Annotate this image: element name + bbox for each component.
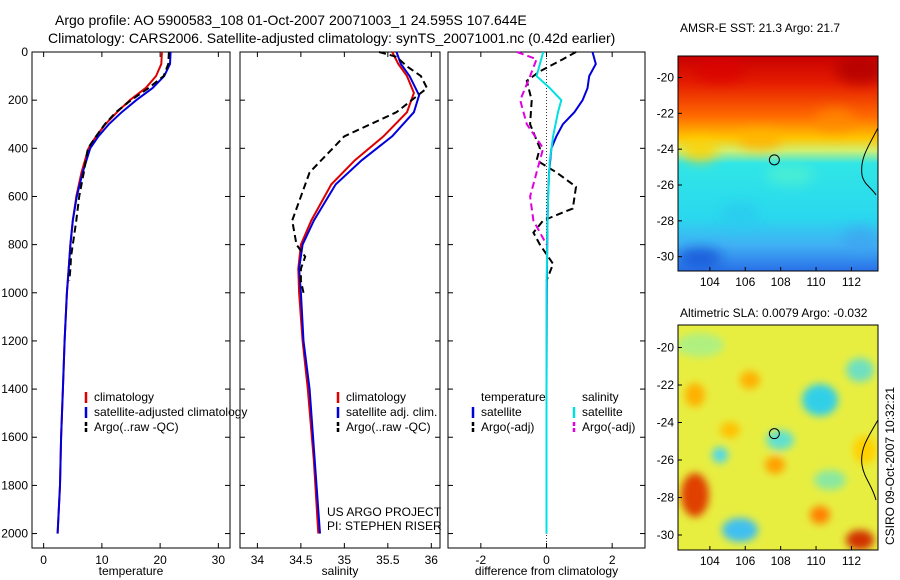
map-y-tick-label: -22	[657, 106, 675, 120]
sst-map-title: AMSR-E SST: 21.3 Argo: 21.7	[680, 21, 840, 35]
x-tick-label: 10	[95, 553, 109, 567]
y-tick-label: 800	[8, 238, 28, 252]
y-tick-label: 2000	[1, 527, 28, 541]
map-x-tick-label: 112	[842, 275, 861, 289]
series-line-temperature-satellite	[545, 51, 597, 534]
x-tick-label: 34.5	[289, 553, 313, 567]
map-y-tick-label: -26	[657, 453, 675, 467]
map-y-tick-label: -28	[657, 491, 675, 505]
x-axis-label: salinity	[322, 564, 359, 578]
sst-map-panel: AMSR-E SST: 21.3 Argo: 21.7 104 106 108 110…	[657, 21, 879, 290]
x-tick-label: -2	[475, 553, 486, 567]
map-x-tick-label: 106	[735, 554, 755, 568]
series-line-temperature-argo-adj-	[525, 51, 578, 282]
y-tick-label: 0	[21, 45, 28, 59]
y-tick-label: 1000	[1, 286, 28, 300]
y-tick-label: 1600	[1, 430, 28, 444]
series-line-salinity-argo-adj-	[516, 51, 548, 246]
sst-argo-marker	[768, 154, 780, 166]
map-y-tick-label: -30	[657, 528, 675, 542]
map-y-tick-label: -20	[657, 341, 675, 355]
sla-map-panel: Altimetric SLA: 0.0079 Argo: -0.032	[657, 306, 879, 569]
series-line-satellite-adj-clim-	[298, 51, 421, 534]
sla-coastline	[861, 419, 878, 501]
x-tick-label: 35.5	[376, 553, 400, 567]
map-y-tick-label: -28	[657, 214, 675, 228]
legend-label: satellite	[582, 405, 623, 419]
sla-heatmap-texture	[678, 333, 877, 550]
y-tick-label: 200	[8, 93, 28, 107]
legend-label: climatology	[94, 390, 154, 404]
x-tick-label: 0	[543, 553, 550, 567]
map-y-tick-label: -24	[657, 142, 675, 156]
legend-label: satellite adj. clim.	[346, 405, 437, 419]
map-x-tick-label: 104	[700, 554, 720, 568]
series-line-salinity-satellite	[535, 51, 563, 534]
legend-heading: salinity	[582, 390, 619, 404]
x-tick-label: 35	[338, 553, 352, 567]
legend-heading: temperature	[481, 390, 546, 404]
x-axis-label: difference from climatology	[475, 564, 618, 578]
y-tick-label: 400	[8, 141, 28, 155]
map-x-tick-label: 104	[700, 275, 720, 289]
sst-map-frame	[677, 55, 879, 272]
legend-label: Argo(-adj)	[481, 420, 534, 434]
map-y-tick-label: -26	[657, 178, 675, 192]
map-y-tick-label: -22	[657, 378, 675, 392]
x-tick-label: 34	[251, 553, 265, 567]
series-line-argo-raw-qc-	[68, 51, 170, 281]
legend-label: climatology	[346, 390, 406, 404]
sla-argo-marker	[768, 428, 780, 440]
sla-map-frame	[677, 324, 879, 551]
side-stamp: CSIRO 09-Oct-2007 10:32:21	[883, 387, 897, 545]
map-x-tick-label: 110	[806, 554, 825, 568]
x-tick-label: 0	[40, 553, 47, 567]
sst-heatmap-texture	[678, 56, 878, 268]
legend-label: satellite	[481, 405, 522, 419]
y-tick-label: 1800	[1, 478, 28, 492]
figure-title-line1: Argo profile: AO 5900583_108 01-Oct-2007…	[55, 12, 527, 28]
legend-label: Argo(..raw -QC)	[346, 420, 431, 434]
y-tick-label: 1200	[1, 334, 28, 348]
map-y-tick-label: -30	[657, 250, 675, 264]
panel-annotation: US ARGO PROJECT	[327, 505, 442, 519]
map-y-tick-label: -20	[657, 71, 675, 85]
map-x-tick-label: 106	[735, 275, 755, 289]
x-axis-label: temperature	[99, 564, 164, 578]
y-tick-label: 600	[8, 189, 28, 203]
sst-map-ticks: 104 106 108 110 112 -20 -22 -24 -26 -28 -30	[657, 71, 862, 290]
map-x-tick-label: 108	[771, 554, 791, 568]
x-tick-label: 20	[153, 553, 167, 567]
x-tick-label: 36	[425, 553, 439, 567]
series-line-climatology	[297, 51, 415, 534]
y-tick-label: 1400	[1, 382, 28, 396]
x-tick-label: 2	[609, 553, 616, 567]
map-x-tick-label: 108	[771, 275, 791, 289]
legend-label: satellite-adjusted climatology	[94, 405, 247, 419]
sla-map-title: Altimetric SLA: 0.0079 Argo: -0.032	[680, 306, 868, 320]
panel-annotation: PI: STEPHEN RISER	[327, 519, 442, 533]
sst-coastline	[861, 127, 878, 196]
figure-title-line2: Climatology: CARS2006. Satellite-adjuste…	[48, 30, 615, 46]
plot-frame-salinity-profile	[239, 51, 441, 549]
salinity-panel: 34 34.5 35 35.5 36 salinity climatologysatelli…	[239, 51, 442, 578]
sla-map-ticks: 104 106 108 110 112 -20 -22 -24 -26 -28 -30	[657, 341, 862, 569]
legend-label: Argo(..raw -QC)	[94, 420, 179, 434]
x-tick-label: 30	[212, 553, 226, 567]
map-x-tick-label: 112	[842, 554, 861, 568]
temperature-panel: 0 10 20 30 0 200 400 600 800 1000 1200 1400 1600 1800…	[1, 45, 247, 578]
map-x-tick-label: 110	[806, 275, 825, 289]
series-line-argo-raw-qc-	[291, 51, 429, 294]
legend-label: Argo(-adj)	[582, 420, 635, 434]
series-line-satellite-adjusted-climatology	[56, 51, 172, 534]
plot-frame-temperature-profile	[31, 51, 231, 549]
map-y-tick-label: -24	[657, 416, 675, 430]
